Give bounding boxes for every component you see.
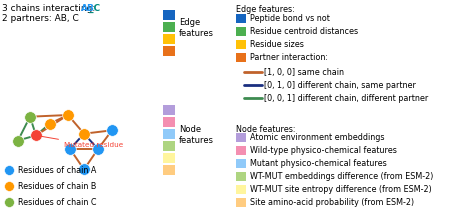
Point [14,139,22,142]
Text: Residues of chain C: Residues of chain C [18,198,97,207]
Bar [236,198,246,207]
Text: Residues of chain B: Residues of chain B [18,181,96,190]
Bar [163,10,175,20]
Bar [236,159,246,168]
Point [108,129,116,132]
Bar [236,185,246,194]
Point [46,122,54,125]
Bar [163,153,175,163]
Point [80,168,88,171]
Point [5,200,13,204]
Text: Edge features:: Edge features: [236,5,295,14]
Bar [163,46,175,56]
Bar [236,52,246,62]
Bar [236,13,246,22]
Bar [163,22,175,32]
Bar [163,141,175,151]
Text: Residue centroid distances: Residue centroid distances [250,26,358,35]
Point [80,132,88,136]
Text: Peptide bond vs not: Peptide bond vs not [250,13,330,22]
Bar [236,39,246,49]
Bar [163,105,175,115]
Point [5,168,13,172]
Text: Edge
features: Edge features [179,18,214,38]
Bar [163,165,175,175]
Text: Mutant physico-chemical features: Mutant physico-chemical features [250,159,387,168]
Text: WT-MUT embeddings difference (from ESM-2): WT-MUT embeddings difference (from ESM-2… [250,172,433,181]
Bar [236,146,246,155]
Text: 3 chains interacting:: 3 chains interacting: [2,4,98,13]
Point [66,147,74,151]
Bar [236,133,246,142]
Text: Wild-type physico-chemical features: Wild-type physico-chemical features [250,146,397,155]
Bar [163,129,175,139]
Text: Partner interaction:: Partner interaction: [250,52,328,62]
Text: AB: AB [82,4,95,13]
Text: WT-MUT site entropy difference (from ESM-2): WT-MUT site entropy difference (from ESM… [250,185,432,194]
Bar [163,34,175,44]
Text: Site amino-acid probability (from ESM-2): Site amino-acid probability (from ESM-2) [250,198,414,207]
Point [26,115,34,118]
Point [94,147,102,151]
Text: [0, 0, 1] different chain, different partner: [0, 0, 1] different chain, different par… [264,93,428,103]
Text: Node
features: Node features [179,125,214,145]
Text: Atomic environment embeddings: Atomic environment embeddings [250,133,384,142]
Text: Mutated residue: Mutated residue [39,136,123,149]
Bar [236,172,246,181]
Bar [236,26,246,35]
Text: Residue sizes: Residue sizes [250,39,304,49]
Text: _C: _C [89,4,100,13]
Text: Node features:: Node features: [236,125,295,134]
Point [32,134,40,137]
Text: [0, 1, 0] different chain, same partner: [0, 1, 0] different chain, same partner [264,80,416,90]
Bar [163,117,175,127]
Point [5,184,13,188]
Text: 2 partners: AB, C: 2 partners: AB, C [2,14,79,23]
Text: [1, 0, 0] same chain: [1, 0, 0] same chain [264,67,344,77]
Point [64,113,72,117]
Text: Residues of chain A: Residues of chain A [18,166,96,174]
